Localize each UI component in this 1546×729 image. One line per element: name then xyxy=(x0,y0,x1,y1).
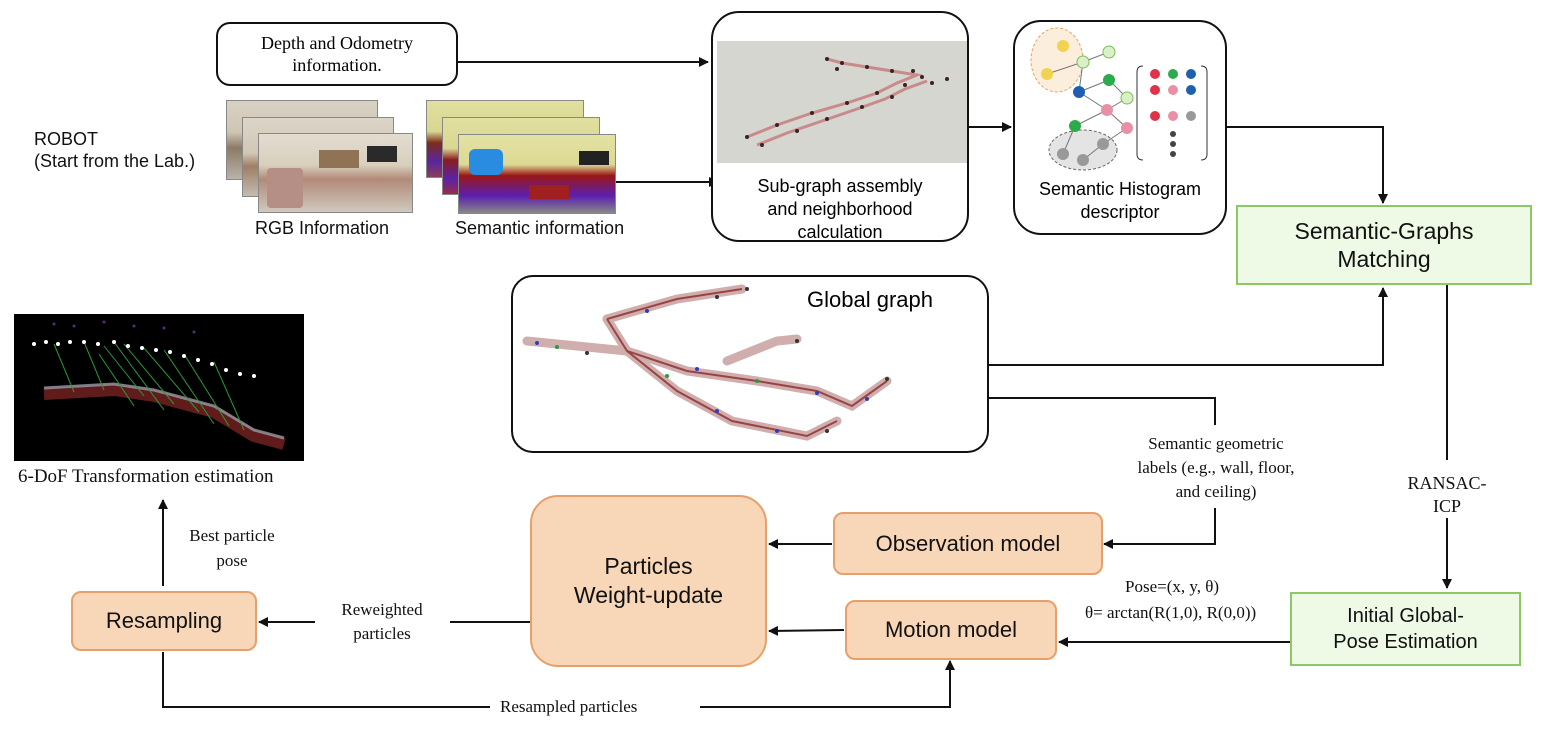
semantic-labels-line3: and ceiling) xyxy=(1175,482,1257,501)
initial-global-pose-box: Initial Global- Pose Estimation xyxy=(1290,592,1521,666)
subgraph-line1: Sub-graph assembly xyxy=(757,176,923,196)
observation-model-box: Observation model xyxy=(833,512,1103,575)
ransac-icp-label: RANSAC- ICP xyxy=(1372,472,1522,518)
subgraph-caption: Sub-graph assembly and neighborhood calc… xyxy=(713,175,967,244)
ransac-line1: RANSAC- xyxy=(1407,473,1487,493)
best-particle-line2: pose xyxy=(216,551,248,570)
robot-label: ROBOT (Start from the Lab.) xyxy=(34,128,195,172)
initial-pose-line2: Pose Estimation xyxy=(1333,631,1478,653)
global-graph-image xyxy=(522,284,892,441)
initial-pose-line1: Initial Global- xyxy=(1347,605,1464,627)
robot-title: ROBOT xyxy=(34,129,99,149)
weight-update-line1: Particles xyxy=(604,553,693,579)
weight-update-line2: Weight-update xyxy=(573,582,724,608)
semantic-graphs-matching-box: Semantic-Graphs Matching xyxy=(1236,205,1532,285)
best-particle-line1: Best particle xyxy=(189,526,275,545)
semantic-labels-line1: Semantic geometric xyxy=(1148,434,1284,453)
histogram-caption: Semantic Histogram descriptor xyxy=(1015,178,1225,224)
transformation-estimation-label: 6-DoF Transformation estimation xyxy=(18,466,274,487)
resampling-box: Resampling xyxy=(71,591,257,651)
subgraph-line3: calculation xyxy=(797,222,883,242)
histogram-line2: descriptor xyxy=(1080,202,1160,222)
global-graph-box: Global graph xyxy=(511,275,989,453)
subgraph-box: Sub-graph assembly and neighborhood calc… xyxy=(711,11,969,242)
semantic-geometric-labels: Semantic geometric labels (e.g., wall, f… xyxy=(1130,432,1302,504)
ransac-line2: ICP xyxy=(1432,496,1461,516)
robot-subtitle: (Start from the Lab.) xyxy=(34,151,196,171)
reweighted-particles-label: Reweighted particles xyxy=(317,598,447,646)
best-particle-pose-label: Best particle pose xyxy=(170,523,294,573)
matching-line1: Semantic-Graphs xyxy=(1294,218,1474,244)
transformation-estimation-image xyxy=(14,314,304,461)
matching-line2: Matching xyxy=(1337,246,1431,272)
global-graph-title: Global graph xyxy=(807,287,933,312)
semantic-graph-icon xyxy=(1030,27,1208,171)
subgraph-image xyxy=(717,41,967,163)
subgraph-line2: and neighborhood xyxy=(767,199,913,219)
reweighted-line1: Reweighted xyxy=(341,600,423,619)
pose-formula-line1: Pose=(x, y, θ) xyxy=(1125,577,1220,596)
histogram-line1: Semantic Histogram xyxy=(1038,179,1202,199)
resampled-particles-label: Resampled particles xyxy=(500,697,638,716)
particles-weight-update-box: Particles Weight-update xyxy=(530,495,767,667)
depth-odometry-line2: information. xyxy=(292,55,382,75)
semantic-information-label: Semantic information xyxy=(455,218,625,238)
rgb-information-label: RGB Information xyxy=(255,218,390,238)
reweighted-line2: particles xyxy=(353,624,411,643)
depth-odometry-line1: Depth and Odometry xyxy=(261,33,413,53)
depth-odometry-box: Depth and Odometry information. xyxy=(216,22,458,86)
motion-model-box: Motion model xyxy=(845,600,1057,660)
histogram-box: Semantic Histogram descriptor xyxy=(1013,20,1227,235)
semantic-labels-line2: labels (e.g., wall, floor, xyxy=(1137,458,1295,477)
pose-formula-line2: θ= arctan(R(1,0), R(0,0)) xyxy=(1085,603,1257,622)
